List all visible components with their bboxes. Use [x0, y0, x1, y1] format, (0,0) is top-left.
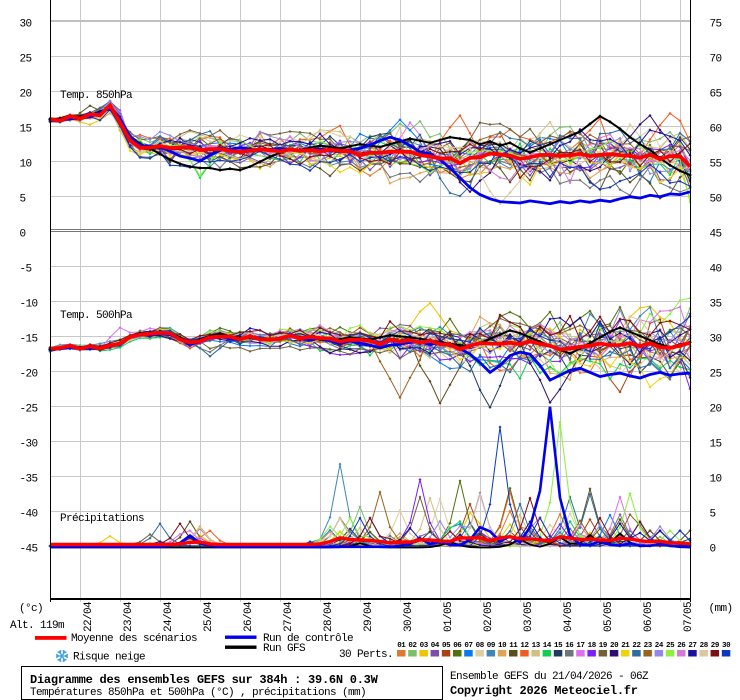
svg-text:25/04: 25/04	[203, 601, 215, 632]
svg-text:02: 02	[408, 642, 417, 650]
svg-text:27/04: 27/04	[283, 601, 295, 632]
svg-text:07: 07	[464, 642, 472, 650]
svg-text:35: 35	[710, 299, 722, 311]
svg-text:12: 12	[520, 642, 529, 650]
svg-text:-15: -15	[20, 334, 38, 346]
svg-text:06: 06	[453, 642, 462, 650]
svg-text:05/05: 05/05	[603, 602, 615, 632]
svg-text:-5: -5	[20, 264, 32, 276]
svg-text:05: 05	[442, 642, 451, 650]
svg-text:10: 10	[20, 159, 32, 171]
svg-text:29: 29	[711, 642, 720, 650]
svg-text:5: 5	[20, 194, 26, 206]
svg-text:03: 03	[420, 642, 429, 650]
svg-text:Copyright 2026 Meteociel.fr: Copyright 2026 Meteociel.fr	[450, 684, 638, 698]
svg-text:-20: -20	[20, 369, 38, 381]
svg-text:0: 0	[710, 544, 716, 556]
svg-text:15: 15	[554, 642, 563, 650]
svg-text:01/05: 01/05	[443, 602, 455, 632]
svg-text:30: 30	[20, 19, 32, 31]
svg-text:55: 55	[710, 159, 722, 171]
svg-text:03/05: 03/05	[523, 602, 535, 632]
svg-text:Moyenne des scénarios: Moyenne des scénarios	[71, 633, 197, 645]
svg-text:25: 25	[20, 54, 32, 66]
svg-text:01: 01	[397, 642, 406, 650]
svg-text:17: 17	[576, 642, 584, 650]
svg-text:26: 26	[677, 642, 686, 650]
svg-text:15: 15	[710, 439, 722, 451]
svg-text:(°c): (°c)	[19, 603, 43, 615]
svg-text:50: 50	[710, 194, 722, 206]
svg-text:-10: -10	[20, 299, 38, 311]
svg-text:0: 0	[20, 229, 26, 241]
svg-text:28: 28	[700, 642, 709, 650]
svg-text:Diagramme des ensembles GEFS s: Diagramme des ensembles GEFS sur 384h : …	[30, 673, 379, 687]
svg-text:20: 20	[20, 89, 32, 101]
svg-text:Temp. 850hPa: Temp. 850hPa	[60, 90, 133, 102]
svg-text:02/05: 02/05	[483, 602, 495, 632]
svg-text:10: 10	[498, 642, 507, 650]
svg-text:25: 25	[666, 642, 675, 650]
svg-text:65: 65	[710, 89, 722, 101]
svg-text:26/04: 26/04	[243, 601, 255, 632]
svg-text:75: 75	[710, 19, 722, 31]
svg-text:70: 70	[710, 54, 722, 66]
svg-text:30/04: 30/04	[403, 601, 415, 632]
svg-text:04/05: 04/05	[563, 602, 575, 632]
svg-text:23/04: 23/04	[123, 601, 135, 632]
svg-text:-35: -35	[20, 474, 38, 486]
svg-text:09: 09	[487, 642, 496, 650]
svg-text:06/05: 06/05	[643, 602, 655, 632]
svg-text:23: 23	[644, 642, 653, 650]
svg-text:-30: -30	[20, 439, 38, 451]
svg-text:Temp. 500hPa: Temp. 500hPa	[60, 310, 133, 322]
svg-text:18: 18	[588, 642, 597, 650]
svg-text:24: 24	[655, 642, 664, 650]
svg-text:Précipitations: Précipitations	[60, 513, 144, 525]
svg-text:13: 13	[532, 642, 541, 650]
svg-text:(mm): (mm)	[709, 603, 733, 615]
svg-text:5: 5	[710, 509, 716, 521]
svg-text:27: 27	[688, 642, 696, 650]
svg-text:04: 04	[431, 642, 440, 650]
svg-text:22/04: 22/04	[83, 601, 95, 632]
svg-text:24/04: 24/04	[163, 601, 175, 632]
svg-text:15: 15	[20, 124, 32, 136]
svg-text:Run de contrôle: Run de contrôle	[263, 633, 353, 645]
svg-text:Ensemble GEFS du 21/04/2026 -: Ensemble GEFS du 21/04/2026 - 06Z	[450, 671, 649, 683]
svg-text:07/05: 07/05	[683, 602, 695, 632]
svg-text:21: 21	[621, 642, 630, 650]
svg-text:40: 40	[710, 264, 722, 276]
svg-text:30: 30	[710, 334, 722, 346]
svg-text:45: 45	[710, 229, 722, 241]
svg-text:Alt. 119m: Alt. 119m	[10, 620, 65, 632]
svg-text:22: 22	[632, 642, 641, 650]
svg-text:25: 25	[710, 369, 722, 381]
svg-text:-25: -25	[20, 404, 38, 416]
svg-text:Run GFS: Run GFS	[263, 643, 306, 655]
svg-text:60: 60	[710, 124, 722, 136]
svg-text:14: 14	[543, 642, 552, 650]
svg-text:Températures 850hPa et 500hPa: Températures 850hPa et 500hPa (°C) , pré…	[30, 687, 366, 699]
svg-text:10: 10	[710, 474, 722, 486]
svg-text:11: 11	[509, 642, 518, 650]
svg-text:08: 08	[476, 642, 485, 650]
svg-text:Risque neige: Risque neige	[73, 652, 145, 664]
svg-text:20: 20	[610, 642, 619, 650]
svg-text:28/04: 28/04	[323, 601, 335, 632]
svg-text:29/04: 29/04	[363, 601, 375, 632]
svg-text:30: 30	[722, 642, 731, 650]
svg-text:20: 20	[710, 404, 722, 416]
svg-text:30 Perts.: 30 Perts.	[339, 649, 393, 661]
svg-text:-40: -40	[20, 509, 38, 521]
svg-text:16: 16	[565, 642, 574, 650]
svg-text:-45: -45	[20, 544, 38, 556]
svg-text:19: 19	[599, 642, 608, 650]
